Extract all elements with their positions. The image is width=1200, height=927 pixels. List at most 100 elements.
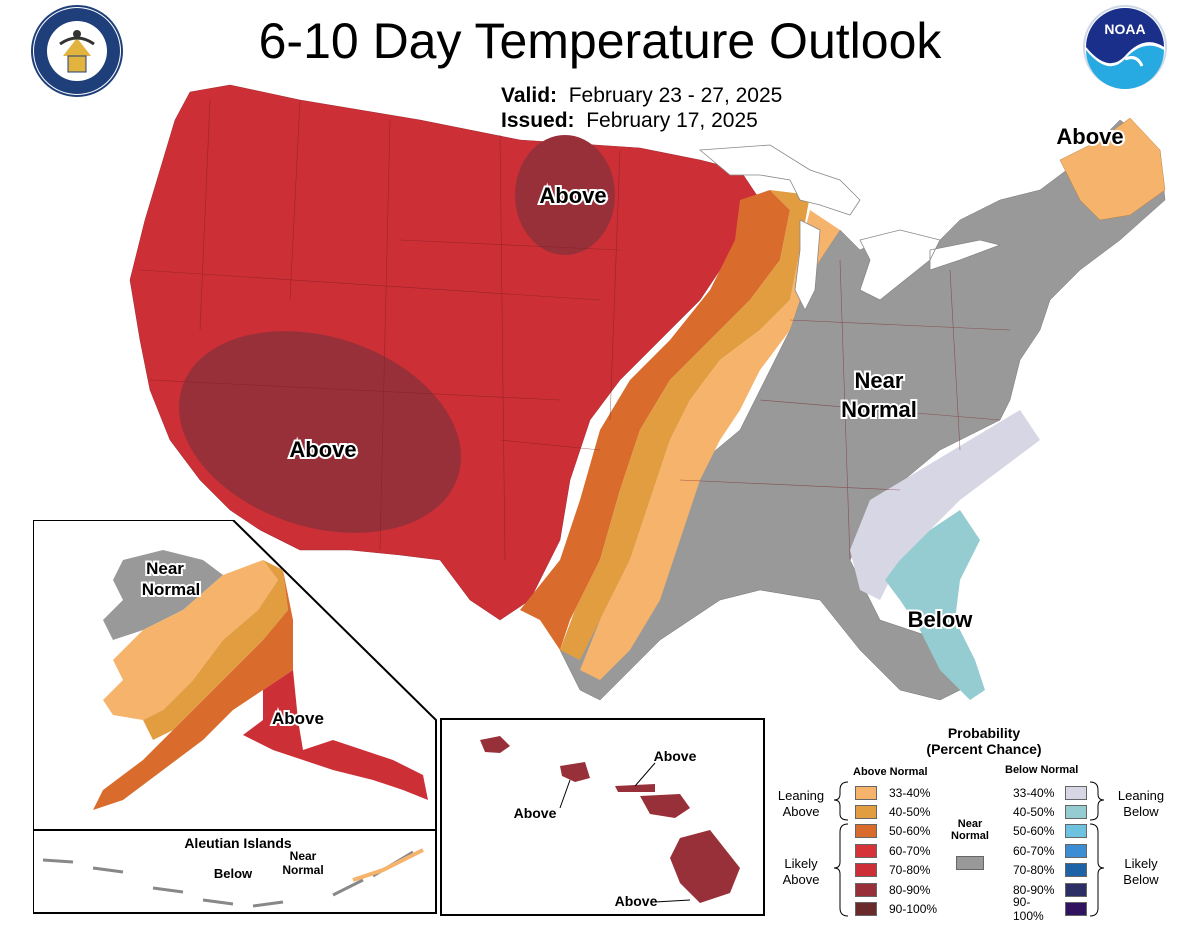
alaska-above-50-60-region: [93, 570, 293, 810]
aleutian-label-near-line1: Near: [290, 849, 317, 863]
conus-above-80-90-west: [179, 331, 461, 533]
legend-below-label: 33-40%: [1013, 785, 1055, 800]
legend-near-line1: Near: [957, 818, 983, 830]
legend-above-item: 33-40%: [855, 783, 937, 802]
legend-below-label: 70-80%: [1013, 863, 1055, 878]
aleutian-islands-chain: [42, 850, 414, 908]
conus-above-80-90-north: [515, 135, 615, 255]
hawaii-big-island: [670, 830, 740, 903]
legend-below-bins: 33-40% 40-50% 50-60% 60-70% 70-80% 80-90…: [1013, 783, 1087, 923]
noaa-logo-icon: NOAA: [1083, 5, 1167, 89]
conus-above-40-50-band: [560, 190, 810, 660]
legend-leaning-above: Leaning Above: [770, 788, 832, 820]
legend-above-label: 90-100%: [889, 902, 938, 917]
legend-above-header: Above Normal: [853, 766, 928, 778]
legend-braces-right: [1089, 781, 1105, 917]
alaska-above-33-40-region: [103, 560, 278, 720]
conus-above-33-40-band: [580, 210, 840, 680]
legend-below-item: 60-70%: [1013, 841, 1087, 860]
legend-below-item: 80-90%: [1013, 880, 1087, 899]
hawaii-molokai: [615, 784, 655, 792]
legend-below-item: 33-40%: [1013, 783, 1087, 802]
commerce-seal-icon: [31, 5, 123, 97]
alaska-label-near-normal-line2: Normal: [142, 580, 201, 599]
conus-above-maine: [1059, 117, 1166, 221]
legend-above-label: 80-90%: [889, 882, 931, 897]
alaska-inset: Near Normal Above Aleutian Islands Below…: [33, 520, 437, 914]
hawaii-oahu: [560, 762, 590, 782]
conus-below-40-50-region: [885, 510, 985, 700]
noaa-logo-text: NOAA: [1104, 21, 1145, 37]
legend-braces-left: [833, 781, 849, 917]
legend-above-label: 50-60%: [889, 824, 931, 839]
legend-below-item: 70-80%: [1013, 861, 1087, 880]
legend-below-item: 50-60%: [1013, 822, 1087, 841]
legend-subtitle: (Percent Chance): [926, 741, 1042, 757]
aleutian-label-near-line2: Normal: [282, 863, 323, 877]
label-above-maine: Above: [1056, 124, 1123, 149]
legend-likely-above-line1: Likely: [784, 856, 818, 871]
legend-leaning-below-line2: Below: [1123, 804, 1159, 819]
issued-dates: Issued: February 17, 2025: [501, 109, 758, 133]
legend-above-label: 60-70%: [889, 843, 931, 858]
legend-leaning-below: Leaning Below: [1110, 788, 1172, 820]
legend-below-item: 90-100%: [1013, 895, 1087, 923]
label-near-normal-line1: Near: [855, 368, 904, 393]
legend-above-item: 40-50%: [855, 802, 937, 821]
aleutian-above-islands: [352, 848, 424, 882]
legend: Probability (Percent Chance): [770, 725, 1198, 757]
legend-below-label: 90-100%: [1013, 895, 1044, 924]
state-boundaries: [139, 99, 1011, 561]
hawaii-kauai: [480, 736, 510, 753]
legend-above-label: 70-80%: [889, 863, 931, 878]
label-above-north: Above: [539, 183, 606, 208]
conus-below-33-40-region: [850, 410, 1040, 600]
legend-likely-below-line1: Likely: [1124, 856, 1158, 871]
legend-above-item: 60-70%: [855, 841, 937, 860]
alaska-above-60-70-region: [243, 670, 428, 800]
legend-likely-below-line2: Below: [1123, 872, 1159, 887]
map-title: 6-10 Day Temperature Outlook: [258, 13, 942, 69]
great-lakes: [698, 144, 1002, 311]
legend-near-line2: Normal: [951, 830, 989, 842]
hawaii-label-above-2: Above: [514, 805, 557, 821]
hawaii-label-above-1: Above: [654, 748, 697, 764]
legend-leaning-below-line1: Leaning: [1117, 788, 1165, 803]
alaska-label-near-normal-line1: Near: [146, 559, 184, 578]
alaska-label-above: Above: [272, 709, 324, 728]
label-below: Below: [908, 607, 974, 632]
issued-value: February 17, 2025: [586, 109, 758, 132]
aleutian-title: Aleutian Islands: [184, 835, 292, 851]
aleutian-label-below: Below: [214, 866, 253, 881]
label-above-west: Above: [289, 437, 356, 462]
legend-leaning-above-line1: Leaning: [777, 788, 825, 803]
valid-label: Valid:: [501, 84, 558, 107]
issued-label: Issued:: [501, 109, 575, 132]
legend-above-item: 90-100%: [855, 899, 937, 918]
valid-value: February 23 - 27, 2025: [568, 84, 783, 107]
legend-below-item: 40-50%: [1013, 802, 1087, 821]
legend-above-label: 33-40%: [889, 785, 931, 800]
legend-above-bins: 33-40% 40-50% 50-60% 60-70% 70-80% 80-90…: [855, 783, 937, 919]
legend-likely-below: Likely Below: [1110, 856, 1172, 888]
legend-near-swatch: [956, 856, 984, 870]
legend-above-item: 70-80%: [855, 861, 937, 880]
legend-below-label: 60-70%: [1013, 843, 1055, 858]
legend-above-label: 40-50%: [889, 805, 931, 820]
valid-dates: Valid: February 23 - 27, 2025: [501, 84, 782, 108]
conus-above-50-60-band: [520, 190, 790, 650]
legend-below-label: 40-50%: [1013, 805, 1055, 820]
legend-above-item: 50-60%: [855, 822, 937, 841]
hawaii-maui: [640, 794, 690, 818]
alaska-near-normal-region: [103, 550, 223, 640]
legend-likely-above-line2: Above: [782, 872, 820, 887]
legend-below-label: 50-60%: [1013, 824, 1055, 839]
legend-likely-above: Likely Above: [770, 856, 832, 888]
legend-near-normal: Near Normal: [940, 818, 1000, 870]
legend-below-label: 80-90%: [1013, 882, 1055, 897]
legend-above-item: 80-90%: [855, 880, 937, 899]
legend-title: Probability: [947, 725, 1021, 741]
hawaii-label-above-3: Above: [615, 893, 658, 909]
alaska-above-40-50-region: [143, 560, 288, 740]
